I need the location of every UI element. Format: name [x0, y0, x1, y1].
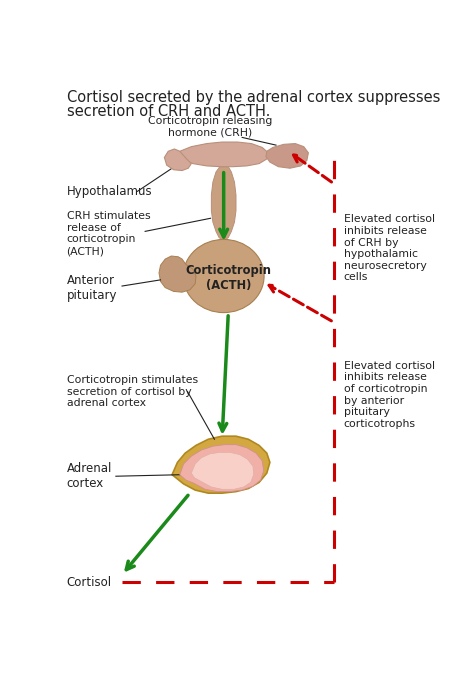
Text: Adrenal
cortex: Adrenal cortex — [66, 462, 112, 490]
Text: Elevated cortisol
inhibits release
of CRH by
hypothalamic
neurosecretory
cells: Elevated cortisol inhibits release of CR… — [344, 214, 435, 283]
Polygon shape — [211, 166, 236, 240]
Polygon shape — [191, 452, 254, 489]
Polygon shape — [159, 256, 196, 292]
Text: Hypothalamus: Hypothalamus — [66, 185, 152, 198]
Text: CRH stimulates
release of
corticotropin
(ACTH): CRH stimulates release of corticotropin … — [66, 212, 150, 256]
Ellipse shape — [183, 239, 264, 313]
Polygon shape — [172, 436, 270, 493]
Polygon shape — [164, 149, 191, 171]
Polygon shape — [180, 142, 268, 166]
Text: Cortisol secreted by the adrenal cortex suppresses: Cortisol secreted by the adrenal cortex … — [66, 90, 440, 104]
Text: secretion of CRH and ACTH.: secretion of CRH and ACTH. — [66, 104, 270, 118]
Polygon shape — [266, 143, 309, 168]
Polygon shape — [180, 445, 264, 491]
Text: Cortisol: Cortisol — [66, 576, 112, 589]
Text: Corticotropin stimulates
secretion of cortisol by
adrenal cortex: Corticotropin stimulates secretion of co… — [66, 375, 198, 408]
Text: Elevated cortisol
inhibits release
of corticotropin
by anterior
pituitary
cortic: Elevated cortisol inhibits release of co… — [344, 361, 435, 429]
Text: Corticotropin releasing
hormone (CRH): Corticotropin releasing hormone (CRH) — [147, 116, 272, 137]
Text: Corticotropin
(ACTH): Corticotropin (ACTH) — [185, 264, 271, 292]
Text: Anterior
pituitary: Anterior pituitary — [66, 274, 117, 301]
